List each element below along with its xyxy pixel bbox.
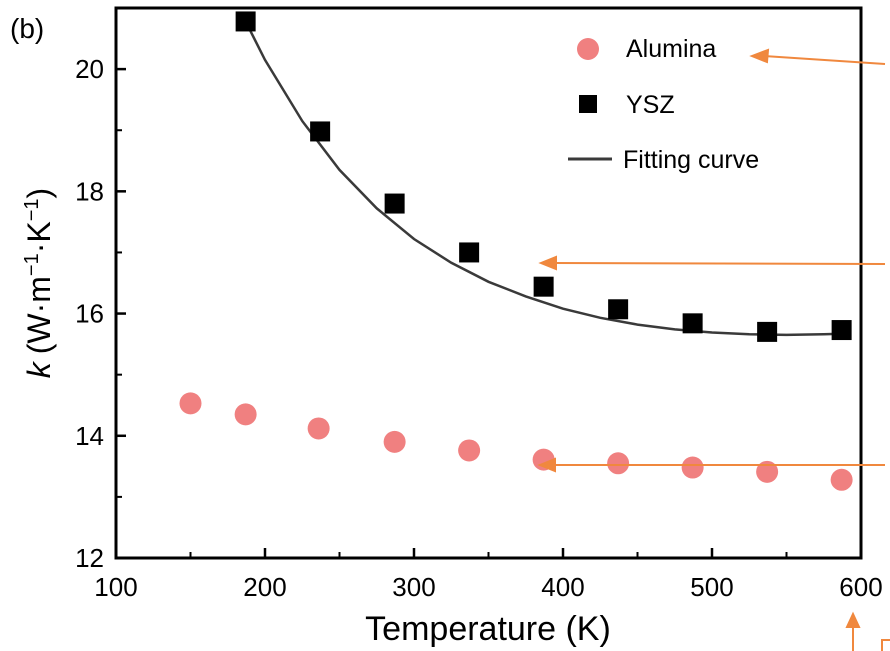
x-tick-label: 600 (839, 572, 882, 602)
ysz-point (310, 121, 331, 142)
annotation-arrows (537, 48, 890, 651)
legend-alumina-label: Alumina (626, 35, 716, 63)
panel-label: (b) (10, 13, 44, 44)
arrow-to-ysz-curve (538, 255, 886, 271)
x-tick-labels: 100 200 300 400 500 600 (94, 572, 882, 602)
y-axis-symbol: k (21, 360, 57, 378)
legend-ysz-marker (579, 95, 597, 113)
fitting-curve-line (244, 20, 842, 337)
ticks (114, 67, 863, 560)
alumina-point (756, 460, 779, 483)
arrow-up-bottom-right (845, 611, 861, 651)
y-tick-label: 12 (75, 543, 104, 573)
alumina-point (179, 392, 202, 415)
ysz-point (831, 320, 852, 341)
x-tick-label: 100 (94, 572, 137, 602)
alumina-point (383, 430, 406, 453)
arrow-to-alumina-points (537, 457, 885, 473)
ysz-point (682, 313, 703, 334)
arrow-to-legend-alumina (749, 48, 886, 65)
ysz-point (533, 276, 554, 297)
x-tick-label: 200 (243, 572, 286, 602)
x-tick-label: 400 (541, 572, 584, 602)
legend: Alumina YSZ Fitting curve (568, 35, 759, 174)
x-axis-title: Temperature (K) (365, 610, 611, 648)
y-axis-units: (W·m (21, 276, 57, 354)
alumina-point (607, 452, 630, 475)
y-tick-label: 14 (75, 421, 104, 451)
alumina-point (681, 456, 704, 479)
alumina-point (234, 403, 257, 426)
ysz-point (235, 11, 256, 32)
y-tick-label: 20 (75, 54, 104, 84)
y-axis-units-close: ) (21, 188, 57, 199)
y-axis-exponent-2: −1 (21, 198, 43, 221)
ysz-series (235, 11, 852, 342)
alumina-point (830, 468, 853, 491)
y-axis-title: k(W·m−1·K−1) (21, 188, 57, 378)
alumina-point (458, 439, 481, 462)
annotation-box-corner (881, 639, 890, 651)
legend-ysz-label: YSZ (626, 91, 675, 119)
x-tick-label: 500 (690, 572, 733, 602)
y-axis-units-mid: ·K (21, 221, 57, 253)
y-tick-labels: 12 14 16 18 20 (75, 54, 104, 573)
alumina-series (179, 392, 853, 491)
ysz-point (757, 321, 778, 342)
ysz-point (384, 193, 405, 214)
legend-fitting-curve-label: Fitting curve (623, 146, 759, 174)
y-axis-exponent-1: −1 (21, 253, 43, 276)
y-tick-label: 16 (75, 299, 104, 329)
x-tick-label: 300 (392, 572, 435, 602)
plot-frame (114, 6, 863, 560)
legend-alumina-marker (577, 38, 599, 60)
y-tick-label: 18 (75, 176, 104, 206)
ysz-point (608, 299, 629, 320)
alumina-point (307, 417, 330, 440)
ysz-point (459, 242, 480, 263)
